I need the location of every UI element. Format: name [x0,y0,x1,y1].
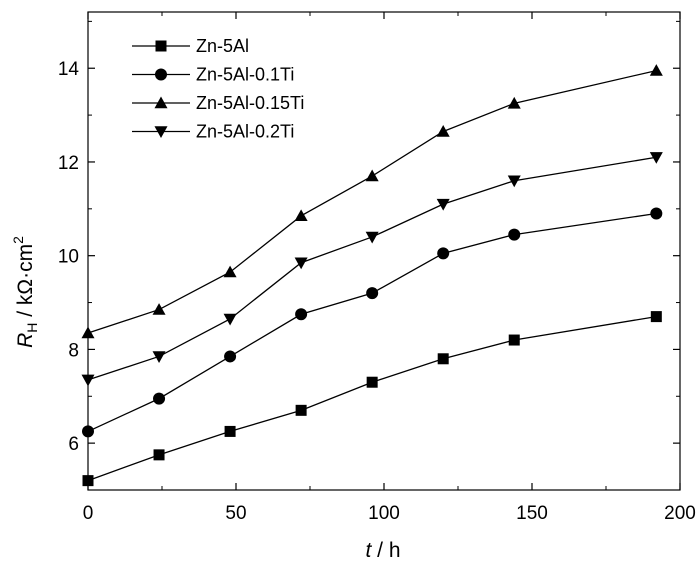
data-point [650,311,662,323]
x-tick-label: 100 [368,503,400,524]
x-tick-label: 0 [83,503,94,524]
y-tick-label: 10 [58,247,79,268]
data-point [224,350,237,363]
legend-item: Zn-5Al-0.1Ti [132,65,294,85]
y-tick-label: 14 [58,59,80,80]
data-point [152,303,166,315]
series-3 [81,64,663,339]
data-point [649,64,663,76]
x-axis-title: t / h [365,539,400,562]
plot-frame [87,11,681,491]
data-point [294,209,308,222]
series-2 [82,207,663,438]
series-4 [81,152,663,387]
data-point [649,152,663,164]
legend-item: Zn-5Al-0.15Ti [132,93,304,113]
axis-ticks: 0 50 100 150 200 6 8 10 12 14 [58,12,696,524]
data-point [436,198,450,211]
data-point [81,374,95,387]
series-line [87,156,657,381]
series-line [87,315,657,482]
data-point [295,404,307,416]
x-tick-label: 200 [664,503,696,524]
data-point [152,351,166,363]
data-point [366,376,378,388]
y-tick-label: 12 [58,153,79,174]
data-point [508,228,521,241]
data-point [507,175,521,188]
y-axis-title: RH / kΩ·cm2 [10,236,40,348]
data-point [294,257,308,270]
x-tick-label: 150 [516,503,548,524]
legend-marker [155,68,167,81]
y-tick-label: 8 [68,340,79,361]
data-point [153,449,165,461]
data-point [223,313,237,326]
legend-marker [155,40,167,52]
legend-label: Zn-5Al-0.2Ti [196,122,294,142]
legend-marker [154,126,168,138]
data-point [508,334,520,346]
legend-label: Zn-5Al-0.1Ti [196,65,294,85]
data-point [365,231,379,244]
data-point [81,326,95,339]
legend-item: Zn-5Al-0.2Ti [132,122,294,142]
legend-marker [154,96,168,109]
data-point [437,353,449,365]
series-line [87,69,657,334]
series-1 [82,311,662,487]
data-point [436,125,450,137]
legend: Zn-5Al Zn-5Al-0.1Ti Zn-5Al-0.15Ti Zn-5Al-0.… [132,36,304,142]
series-line [87,212,657,433]
data-point [82,425,94,438]
data-point [507,96,521,109]
data-point [650,207,663,220]
y-tick-label: 6 [68,434,79,455]
data-point [365,169,379,182]
data-point [295,308,308,321]
legend-label: Zn-5Al [196,36,249,56]
data-point [437,247,450,260]
series-layer [81,64,663,487]
data-point [223,265,237,278]
legend-item: Zn-5Al [132,36,249,56]
data-point [366,287,379,300]
legend-label: Zn-5Al-0.15Ti [196,93,304,113]
data-point [82,475,94,487]
data-point [153,392,166,405]
data-point [224,425,236,437]
x-tick-label: 50 [225,503,246,524]
